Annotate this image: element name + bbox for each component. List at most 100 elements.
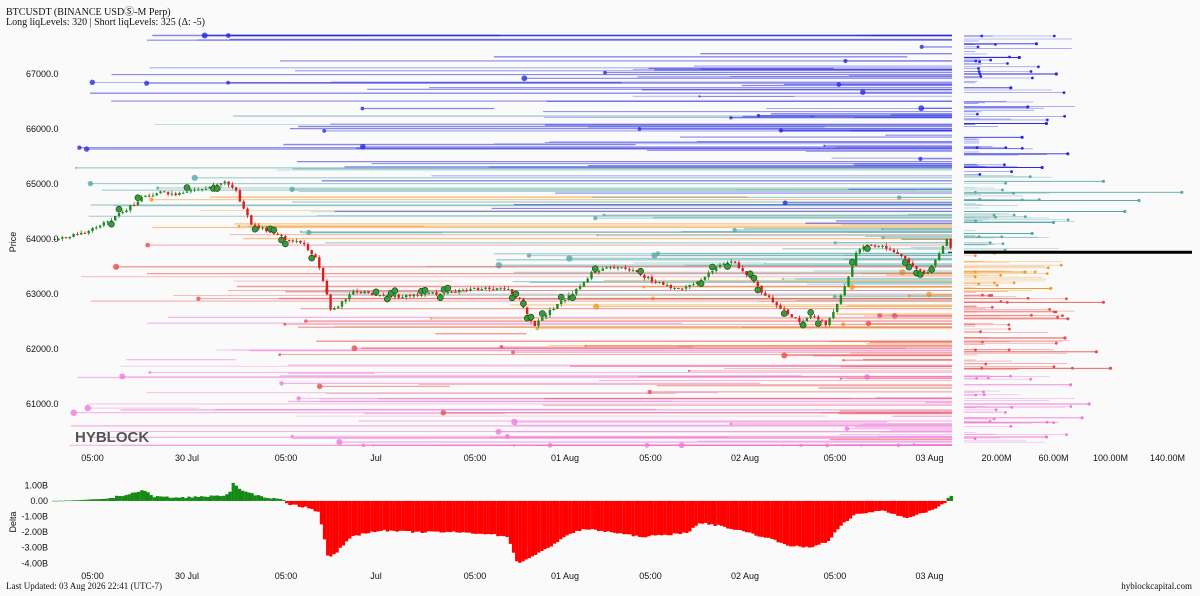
candle-body <box>631 270 635 272</box>
delta-negative-bar <box>530 500 535 557</box>
delta-negative-bar <box>814 500 818 546</box>
delta-negative-bar <box>367 500 371 534</box>
delta-negative-bar <box>619 500 623 534</box>
delta-negative-bar <box>439 500 443 533</box>
price-tick-label: 65000.0 <box>26 179 59 189</box>
time-tick-label: 05:00 <box>275 453 298 463</box>
candle-body <box>276 233 279 235</box>
delta-negative-bar <box>678 500 683 535</box>
liquidation-marker <box>134 194 142 201</box>
delta-negative-bar <box>511 500 516 553</box>
delta-negative-bar <box>537 500 541 553</box>
delta-negative-bar <box>660 500 664 536</box>
candle-body <box>590 272 593 279</box>
delta-negative-bar <box>436 500 440 532</box>
profile-level-dot <box>973 270 977 273</box>
liq-level-dot <box>296 396 301 401</box>
candle-body <box>480 289 483 291</box>
profile-level-dot <box>1030 313 1033 317</box>
candle-body <box>938 253 941 260</box>
profile-tick-label: 20.00M <box>981 453 1011 463</box>
delta-negative-bar <box>927 500 931 511</box>
delta-positive-bar <box>215 495 220 501</box>
delta-negative-bar <box>644 500 648 538</box>
candle-body <box>609 267 612 269</box>
delta-negative-bar <box>348 500 352 539</box>
candle-body <box>163 191 166 193</box>
delta-negative-bar <box>741 500 746 532</box>
profile-level-dot <box>1006 62 1009 65</box>
candle-body <box>352 291 355 295</box>
liq-level-dot <box>756 113 761 118</box>
profile-bar-end <box>1054 72 1058 76</box>
time-tick-label: 02 Aug <box>731 453 759 463</box>
profile-bar-end <box>1080 416 1084 420</box>
candle-body <box>121 212 124 214</box>
candle-body <box>681 288 684 290</box>
candle-body <box>503 288 506 290</box>
delta-positive-bar <box>146 492 150 501</box>
candle-body <box>344 299 347 302</box>
delta-negative-bar <box>691 500 695 528</box>
delta-positive-bar <box>159 496 163 501</box>
delta-negative-bar <box>414 500 418 532</box>
candle-body <box>216 184 219 186</box>
profile-bar-end <box>1026 105 1030 109</box>
last-updated: Last Updated: 03 Aug 2026 22:41 (UTC-7) <box>6 581 162 591</box>
candle-body <box>537 320 540 326</box>
delta-positive-bar <box>140 490 144 501</box>
candle-body <box>801 321 805 323</box>
delta-negative-bar <box>723 500 727 527</box>
time-tick-label: 30 Jul <box>175 453 199 463</box>
candle-body <box>518 297 521 299</box>
site-credit[interactable]: hyblockcapital.com <box>1121 581 1192 591</box>
delta-negative-bar <box>565 500 569 536</box>
delta-positive-bar <box>127 494 131 501</box>
liq-level-dot <box>304 319 308 323</box>
delta-negative-bar <box>300 500 305 508</box>
candle-body <box>397 294 400 298</box>
liquidation-marker <box>391 287 399 295</box>
candle-body <box>250 215 253 225</box>
delta-negative-bar <box>600 500 604 531</box>
candle-body <box>488 287 491 290</box>
delta-positive-bar <box>231 482 235 501</box>
liq-level-dot <box>647 389 652 395</box>
delta-negative-bar <box>448 500 453 533</box>
delta-negative-bar <box>735 500 739 530</box>
candle-body <box>733 261 737 263</box>
delta-negative-bar <box>804 500 809 547</box>
time-tick-label: 05:00 <box>464 453 487 463</box>
delta-negative-bar <box>411 500 415 533</box>
delta-negative-bar <box>568 500 572 534</box>
liq-level-dot <box>919 44 924 50</box>
liquidation-marker <box>557 293 565 301</box>
candle-body <box>783 308 786 310</box>
time-tick-label: Jul <box>370 453 382 463</box>
profile-level-dot <box>1061 314 1064 318</box>
liq-level-dot <box>87 180 94 187</box>
liq-level-dot <box>237 224 241 228</box>
candle-body <box>140 196 143 202</box>
delta-negative-bar <box>710 500 714 525</box>
delta-negative-bar <box>924 500 928 513</box>
delta-time-tick-label: 05:00 <box>824 571 847 581</box>
delta-negative-bar <box>700 500 705 524</box>
candle-body <box>291 240 294 242</box>
profile-level-dot <box>988 419 992 423</box>
profile-level-dot <box>1052 365 1056 369</box>
candle-body <box>711 270 714 273</box>
candle-body <box>363 291 366 294</box>
profile-level-dot <box>989 58 993 62</box>
liq-level-dot <box>119 373 126 380</box>
candle-body <box>779 305 782 309</box>
delta-negative-bar <box>770 500 774 539</box>
candle-body <box>83 232 87 234</box>
liq-level-dot <box>511 418 518 426</box>
profile-level-dot <box>976 45 980 49</box>
candle-body <box>756 281 759 286</box>
liq-level-dot <box>844 426 850 432</box>
liq-level-dot <box>336 439 343 446</box>
delta-negative-bar <box>745 500 749 533</box>
profile-level-dot <box>1052 310 1056 314</box>
